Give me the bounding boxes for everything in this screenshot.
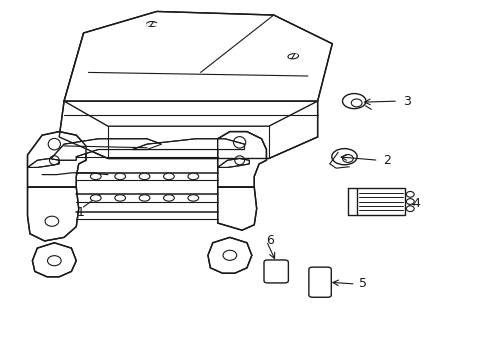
Text: 1: 1: [76, 206, 84, 219]
Ellipse shape: [139, 173, 150, 180]
Ellipse shape: [115, 195, 125, 201]
Text: 6: 6: [266, 234, 274, 247]
Polygon shape: [132, 139, 244, 149]
Ellipse shape: [115, 173, 125, 180]
Ellipse shape: [406, 206, 413, 212]
Polygon shape: [217, 158, 249, 167]
Ellipse shape: [90, 173, 101, 180]
Ellipse shape: [187, 173, 198, 180]
Ellipse shape: [163, 173, 174, 180]
Polygon shape: [27, 132, 86, 187]
Polygon shape: [32, 243, 76, 277]
Text: 5: 5: [358, 278, 366, 291]
Polygon shape: [64, 12, 331, 126]
Polygon shape: [217, 187, 256, 230]
Polygon shape: [49, 139, 161, 160]
Ellipse shape: [139, 195, 150, 201]
Text: 2: 2: [383, 154, 390, 167]
Ellipse shape: [406, 199, 413, 204]
Polygon shape: [59, 101, 317, 158]
Polygon shape: [27, 187, 79, 241]
Ellipse shape: [90, 195, 101, 201]
Ellipse shape: [406, 192, 413, 197]
Ellipse shape: [187, 195, 198, 201]
Polygon shape: [356, 188, 405, 215]
Text: 4: 4: [412, 197, 420, 210]
Polygon shape: [207, 237, 251, 273]
FancyBboxPatch shape: [308, 267, 330, 297]
Polygon shape: [217, 132, 266, 187]
Text: 3: 3: [402, 95, 410, 108]
Ellipse shape: [163, 195, 174, 201]
FancyBboxPatch shape: [264, 260, 288, 283]
Polygon shape: [27, 158, 59, 167]
